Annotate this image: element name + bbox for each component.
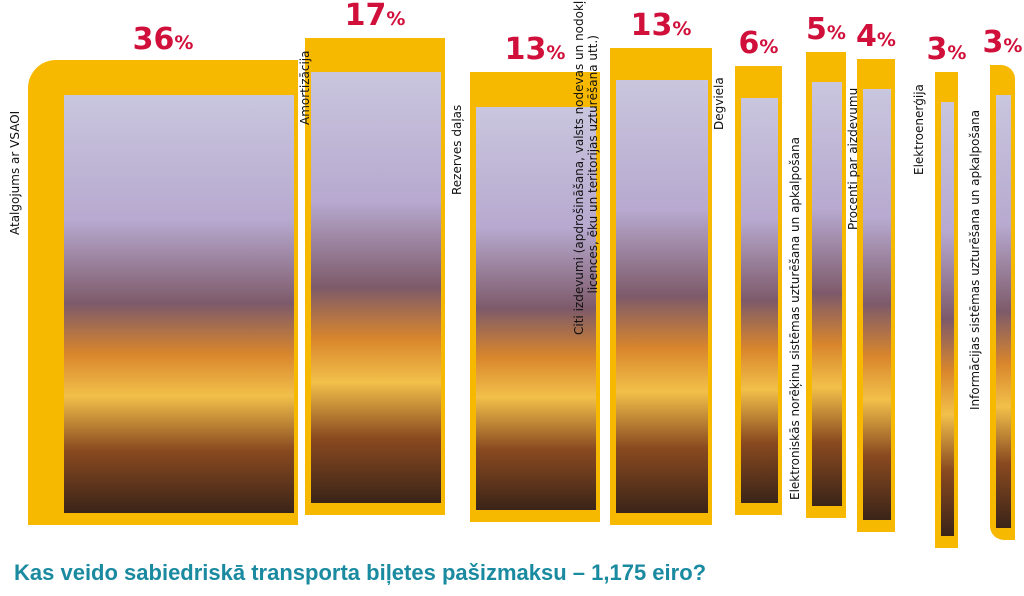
category-label: Atalgojums ar VSAOI bbox=[8, 110, 22, 235]
value-label: 5% bbox=[806, 12, 846, 47]
value-unit: % bbox=[759, 36, 779, 58]
value-unit: % bbox=[546, 42, 566, 64]
value-label: 6% bbox=[739, 26, 779, 61]
photo-segment bbox=[476, 107, 596, 510]
value-number: 13 bbox=[504, 32, 547, 67]
photo-segment bbox=[941, 102, 954, 536]
value-label: 3% bbox=[983, 25, 1023, 60]
value-number: 3 bbox=[982, 25, 1004, 60]
bar-9 bbox=[990, 65, 1015, 540]
photo-segment bbox=[812, 82, 842, 506]
value-unit: % bbox=[386, 8, 406, 30]
bar-1 bbox=[28, 60, 298, 525]
photo-segment bbox=[996, 95, 1011, 528]
value-unit: % bbox=[826, 22, 846, 44]
value-label: 17% bbox=[345, 0, 406, 33]
category-label: Amortizācija bbox=[298, 50, 312, 125]
value-label: 13% bbox=[505, 32, 566, 67]
bar-4 bbox=[610, 48, 712, 525]
value-label: 13% bbox=[631, 8, 692, 43]
bar-8 bbox=[935, 72, 958, 548]
bar-2 bbox=[305, 38, 445, 515]
value-label: 3% bbox=[927, 32, 967, 67]
category-label: Degviela bbox=[712, 77, 726, 130]
photo-segment bbox=[863, 89, 891, 520]
photo-segment bbox=[311, 72, 441, 503]
value-number: 4 bbox=[856, 19, 877, 54]
value-number: 13 bbox=[630, 8, 673, 43]
value-label: 4% bbox=[856, 19, 896, 54]
bar-7 bbox=[857, 59, 895, 532]
category-label: Informācijas sistēmas uzturēšana un apka… bbox=[968, 109, 982, 410]
chart-title: Kas veido sabiedriskā transporta biļetes… bbox=[14, 560, 707, 585]
value-number: 17 bbox=[344, 0, 387, 33]
category-label: Rezerves daļas bbox=[450, 104, 464, 195]
value-number: 36 bbox=[132, 22, 175, 57]
value-unit: % bbox=[1003, 35, 1023, 57]
category-label: Elektroenerģija bbox=[912, 84, 926, 175]
value-label: 36% bbox=[133, 22, 194, 57]
value-unit: % bbox=[174, 32, 194, 54]
bar-3 bbox=[470, 72, 600, 522]
value-unit: % bbox=[947, 42, 967, 64]
photo-segment bbox=[64, 95, 294, 513]
value-number: 6 bbox=[738, 26, 760, 61]
category-label: Elektroniskās norēķinu sistēmas uzturēša… bbox=[788, 137, 802, 500]
photo-segment bbox=[616, 80, 708, 513]
bar-6 bbox=[806, 52, 846, 518]
category-label: Procenti par aizdevumu bbox=[846, 87, 860, 230]
value-unit: % bbox=[672, 18, 692, 40]
bar-5 bbox=[735, 66, 782, 515]
value-number: 5 bbox=[806, 12, 827, 47]
value-unit: % bbox=[876, 29, 896, 51]
category-label: Citi izdevumi (apdrošināšana, valsts nod… bbox=[572, 0, 600, 335]
value-number: 3 bbox=[926, 32, 948, 67]
photo-segment bbox=[741, 98, 778, 503]
